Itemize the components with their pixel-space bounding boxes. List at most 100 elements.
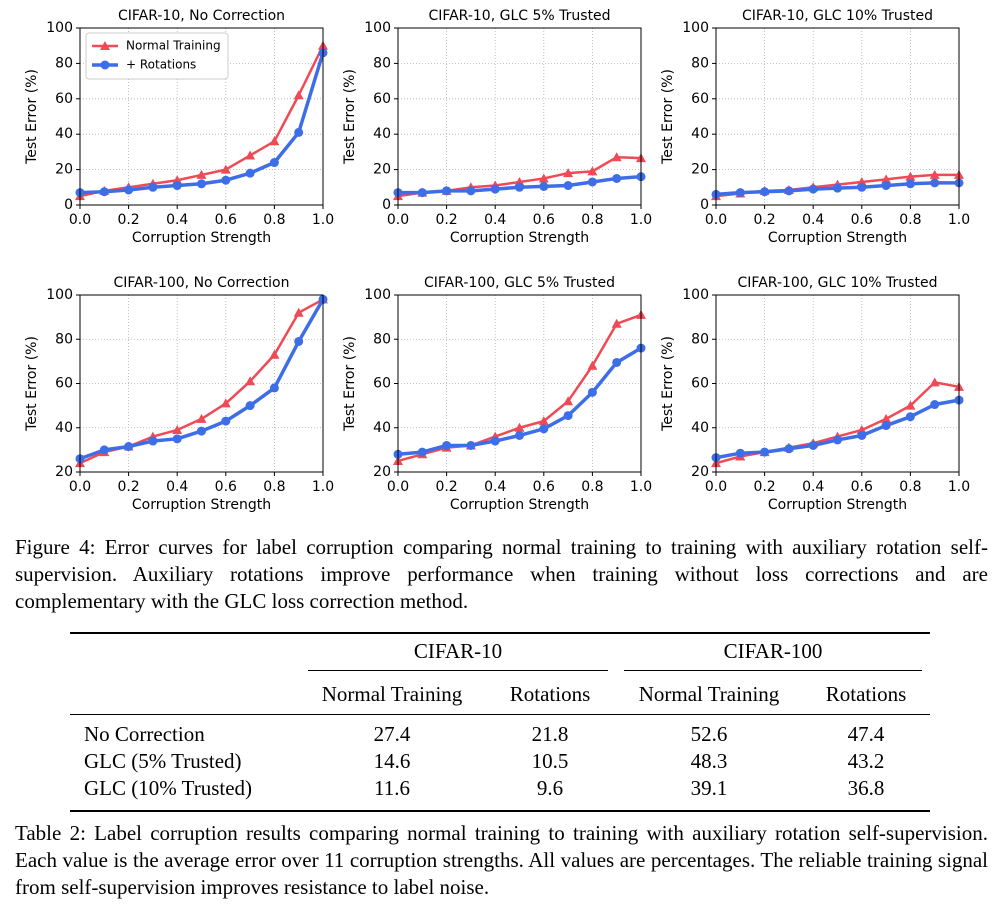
marker xyxy=(466,186,476,196)
marker xyxy=(538,173,549,183)
x-axis-label: Corruption Strength xyxy=(450,497,589,513)
marker xyxy=(442,186,452,196)
marker xyxy=(221,416,231,426)
marker xyxy=(293,90,304,100)
marker xyxy=(929,377,940,387)
marker xyxy=(269,136,280,146)
marker xyxy=(442,440,452,450)
marker xyxy=(294,336,304,346)
y-tick-label: 0 xyxy=(700,197,709,213)
x-tick-label: 0.6 xyxy=(851,479,873,495)
cell: 27.4 xyxy=(373,722,411,746)
y-axis-label: Test Error (%) xyxy=(342,336,358,432)
chart-title: CIFAR-100, No Correction xyxy=(114,275,290,291)
marker xyxy=(417,447,427,457)
x-tick-label: 0.0 xyxy=(69,479,91,495)
marker xyxy=(905,171,916,181)
x-tick-label: 0.4 xyxy=(166,212,188,228)
cell: 36.8 xyxy=(847,776,885,800)
y-tick-label: 40 xyxy=(55,420,73,436)
y-tick-label: 40 xyxy=(373,420,391,436)
plot-frame xyxy=(397,294,642,473)
marker xyxy=(929,169,940,179)
group-header: CIFAR-100 xyxy=(624,639,922,671)
marker xyxy=(124,185,134,195)
marker xyxy=(612,173,622,183)
marker xyxy=(808,184,818,194)
marker xyxy=(245,401,255,411)
x-tick-label: 0.2 xyxy=(117,479,139,495)
marker xyxy=(881,413,892,423)
marker xyxy=(563,168,574,178)
y-tick-label: 60 xyxy=(373,376,391,392)
y-tick-label: 40 xyxy=(691,126,709,142)
x-axis-label: Corruption Strength xyxy=(768,497,907,513)
marker xyxy=(99,445,109,455)
x-tick-label: 0.6 xyxy=(851,212,873,228)
x-axis-label: Corruption Strength xyxy=(768,230,907,246)
marker xyxy=(833,435,842,445)
y-tick-label: 80 xyxy=(691,55,709,71)
marker xyxy=(417,188,427,198)
marker xyxy=(563,181,573,191)
y-tick-label: 20 xyxy=(55,162,73,178)
x-tick-label: 0.8 xyxy=(899,212,921,228)
cell: 52.6 xyxy=(690,722,728,746)
y-tick-label: 80 xyxy=(373,331,391,347)
x-tick-label: 0.4 xyxy=(484,212,506,228)
legend-label: Normal Training xyxy=(126,39,221,53)
column-header: Normal Training xyxy=(616,674,802,715)
marker xyxy=(611,318,622,328)
series-line xyxy=(715,398,960,460)
marker xyxy=(196,413,207,423)
marker xyxy=(269,158,279,168)
x-tick-label: 1.0 xyxy=(312,212,334,228)
legend-box xyxy=(85,32,229,80)
marker xyxy=(881,174,892,184)
x-tick-label: 0.0 xyxy=(705,479,727,495)
marker xyxy=(857,182,867,192)
row-label: No Correction xyxy=(84,722,205,746)
x-tick-label: 0.4 xyxy=(484,479,506,495)
y-axis-label: Test Error (%) xyxy=(24,69,40,165)
marker xyxy=(538,416,549,426)
x-tick-label: 1.0 xyxy=(948,212,970,228)
plot-frame xyxy=(79,27,324,206)
x-tick-label: 0.2 xyxy=(753,212,775,228)
y-tick-label: 0 xyxy=(382,197,391,213)
marker xyxy=(148,182,158,192)
x-tick-label: 0.0 xyxy=(387,479,409,495)
x-tick-label: 0.8 xyxy=(581,212,603,228)
y-tick-label: 100 xyxy=(46,287,73,303)
marker xyxy=(196,169,207,179)
y-tick-label: 20 xyxy=(373,162,391,178)
cell: 10.5 xyxy=(531,749,569,773)
marker xyxy=(100,41,110,50)
cell: 14.6 xyxy=(373,749,411,773)
marker xyxy=(735,448,745,458)
y-tick-label: 60 xyxy=(55,91,73,107)
cell: 48.3 xyxy=(690,749,728,773)
marker xyxy=(587,166,598,176)
chart-title: CIFAR-100, GLC 5% Trusted xyxy=(424,275,615,291)
results-table: CIFAR-10 CIFAR-100 Normal Training Rotat… xyxy=(70,632,930,812)
x-tick-label: 1.0 xyxy=(630,479,652,495)
x-tick-label: 0.2 xyxy=(435,479,457,495)
y-tick-label: 100 xyxy=(682,287,709,303)
marker xyxy=(563,396,574,406)
marker xyxy=(269,349,280,359)
marker xyxy=(100,60,110,70)
y-axis-label: Test Error (%) xyxy=(342,69,358,165)
figure-caption: Figure 4: Error curves for label corrupt… xyxy=(15,535,988,613)
x-tick-label: 0.4 xyxy=(802,479,824,495)
cell: 21.8 xyxy=(531,722,569,746)
marker xyxy=(857,430,867,440)
x-tick-label: 0.0 xyxy=(387,212,409,228)
marker xyxy=(905,400,916,410)
marker xyxy=(245,150,256,160)
marker xyxy=(245,376,256,386)
x-axis-label: Corruption Strength xyxy=(132,230,271,246)
marker xyxy=(539,181,549,191)
cell: 39.1 xyxy=(690,776,728,800)
